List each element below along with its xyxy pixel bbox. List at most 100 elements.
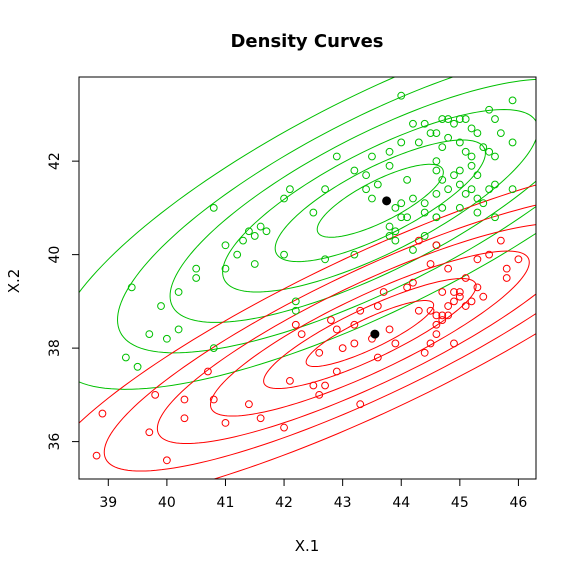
point-series-2 [461, 274, 470, 282]
point-series-1 [391, 227, 400, 236]
point-series-2 [327, 316, 335, 324]
point-series-2 [256, 414, 265, 423]
point-series-2 [315, 390, 324, 399]
point-series-1 [420, 232, 429, 240]
x-axis: 39 40 41 42 43 44 45 46 [99, 479, 527, 511]
point-series-1 [209, 344, 218, 353]
point-series-1 [385, 161, 394, 170]
point-series-1 [455, 138, 464, 147]
point-series-2 [432, 311, 441, 320]
point-series-2 [485, 250, 494, 259]
point-series-2 [479, 292, 488, 301]
point-series-1 [508, 138, 517, 147]
y-tick-label: 42 [47, 152, 63, 170]
point-series-1 [438, 203, 447, 212]
plot-frame [78, 76, 537, 480]
point-series-1 [455, 180, 464, 189]
chart-title: Density Curves [230, 31, 383, 52]
point-series-2 [409, 278, 417, 287]
x-tick-label: 45 [451, 495, 469, 511]
point-series-1 [479, 199, 488, 208]
point-series-1 [409, 119, 417, 128]
point-series-2 [432, 241, 441, 250]
point-series-1 [192, 264, 201, 273]
point-series-1 [467, 185, 476, 194]
point-series-1 [221, 264, 230, 273]
point-series-1 [409, 194, 417, 203]
point-series-1 [145, 330, 154, 338]
point-series-2 [385, 325, 394, 334]
point-series-1 [192, 274, 201, 282]
x-tick-label: 41 [217, 495, 235, 511]
point-series-2 [461, 302, 470, 310]
x-tick-label: 39 [99, 495, 117, 511]
contour-2-level-5 [103, 204, 536, 472]
point-series-2 [502, 274, 511, 282]
point-series-2 [432, 320, 441, 329]
point-series-2 [444, 311, 453, 320]
point-series-1 [280, 194, 288, 203]
point-series-2 [180, 395, 189, 404]
point-series-1 [444, 133, 453, 142]
point-series-2 [426, 339, 435, 348]
contour-1-level-2 [274, 139, 486, 263]
point-series-2 [291, 320, 300, 329]
y-axis: 36 38 40 42 [47, 152, 79, 451]
point-series-1 [245, 227, 253, 236]
point-series-2 [432, 330, 441, 338]
point-series-1 [350, 166, 359, 175]
point-series-1 [491, 152, 499, 161]
point-series-1 [432, 189, 441, 198]
point-series-2 [332, 367, 341, 376]
point-series-2 [332, 325, 341, 334]
point-series-2 [426, 260, 435, 268]
scatter-points [92, 91, 523, 465]
point-series-1 [420, 208, 429, 217]
point-series-1 [473, 208, 482, 217]
y-tick-label: 38 [47, 339, 63, 357]
point-series-1 [133, 362, 142, 371]
point-series-1 [479, 143, 488, 152]
point-series-1 [432, 213, 441, 222]
point-series-1 [432, 166, 441, 175]
contour-2-level-4 [156, 224, 536, 445]
point-series-1 [491, 180, 499, 189]
point-series-1 [473, 171, 482, 180]
point-series-2 [373, 353, 382, 362]
point-series-1 [467, 152, 476, 161]
point-series-2 [221, 419, 230, 427]
point-series-2 [297, 330, 306, 338]
point-series-1 [473, 194, 482, 203]
point-series-1 [385, 222, 394, 231]
point-series-1 [409, 246, 417, 254]
point-series-1 [444, 115, 453, 123]
point-series-1 [391, 203, 400, 212]
x-axis-label: X.1 [295, 537, 320, 555]
point-series-1 [485, 185, 494, 194]
point-series-1 [420, 199, 429, 208]
point-series-1 [280, 250, 288, 259]
point-series-2 [145, 428, 154, 437]
point-series-1 [432, 129, 441, 137]
point-series-1 [473, 129, 482, 137]
point-series-2 [450, 339, 458, 348]
point-series-1 [350, 250, 359, 259]
mean-points [370, 196, 392, 339]
point-series-1 [321, 255, 329, 264]
point-series-1 [438, 115, 447, 123]
x-tick-label: 43 [334, 495, 352, 511]
point-series-1 [121, 353, 130, 362]
point-series-1 [391, 236, 400, 245]
point-series-1 [162, 334, 171, 343]
point-series-1 [491, 115, 499, 123]
mean-point-2 [370, 329, 380, 339]
point-series-1 [420, 119, 429, 128]
contour-1-level-5 [117, 77, 536, 354]
point-series-1 [368, 152, 376, 161]
point-series-2 [350, 320, 359, 329]
point-series-1 [455, 115, 464, 123]
point-series-1 [321, 185, 329, 194]
point-series-1 [491, 213, 499, 222]
contour-1-level-4 [169, 78, 536, 323]
